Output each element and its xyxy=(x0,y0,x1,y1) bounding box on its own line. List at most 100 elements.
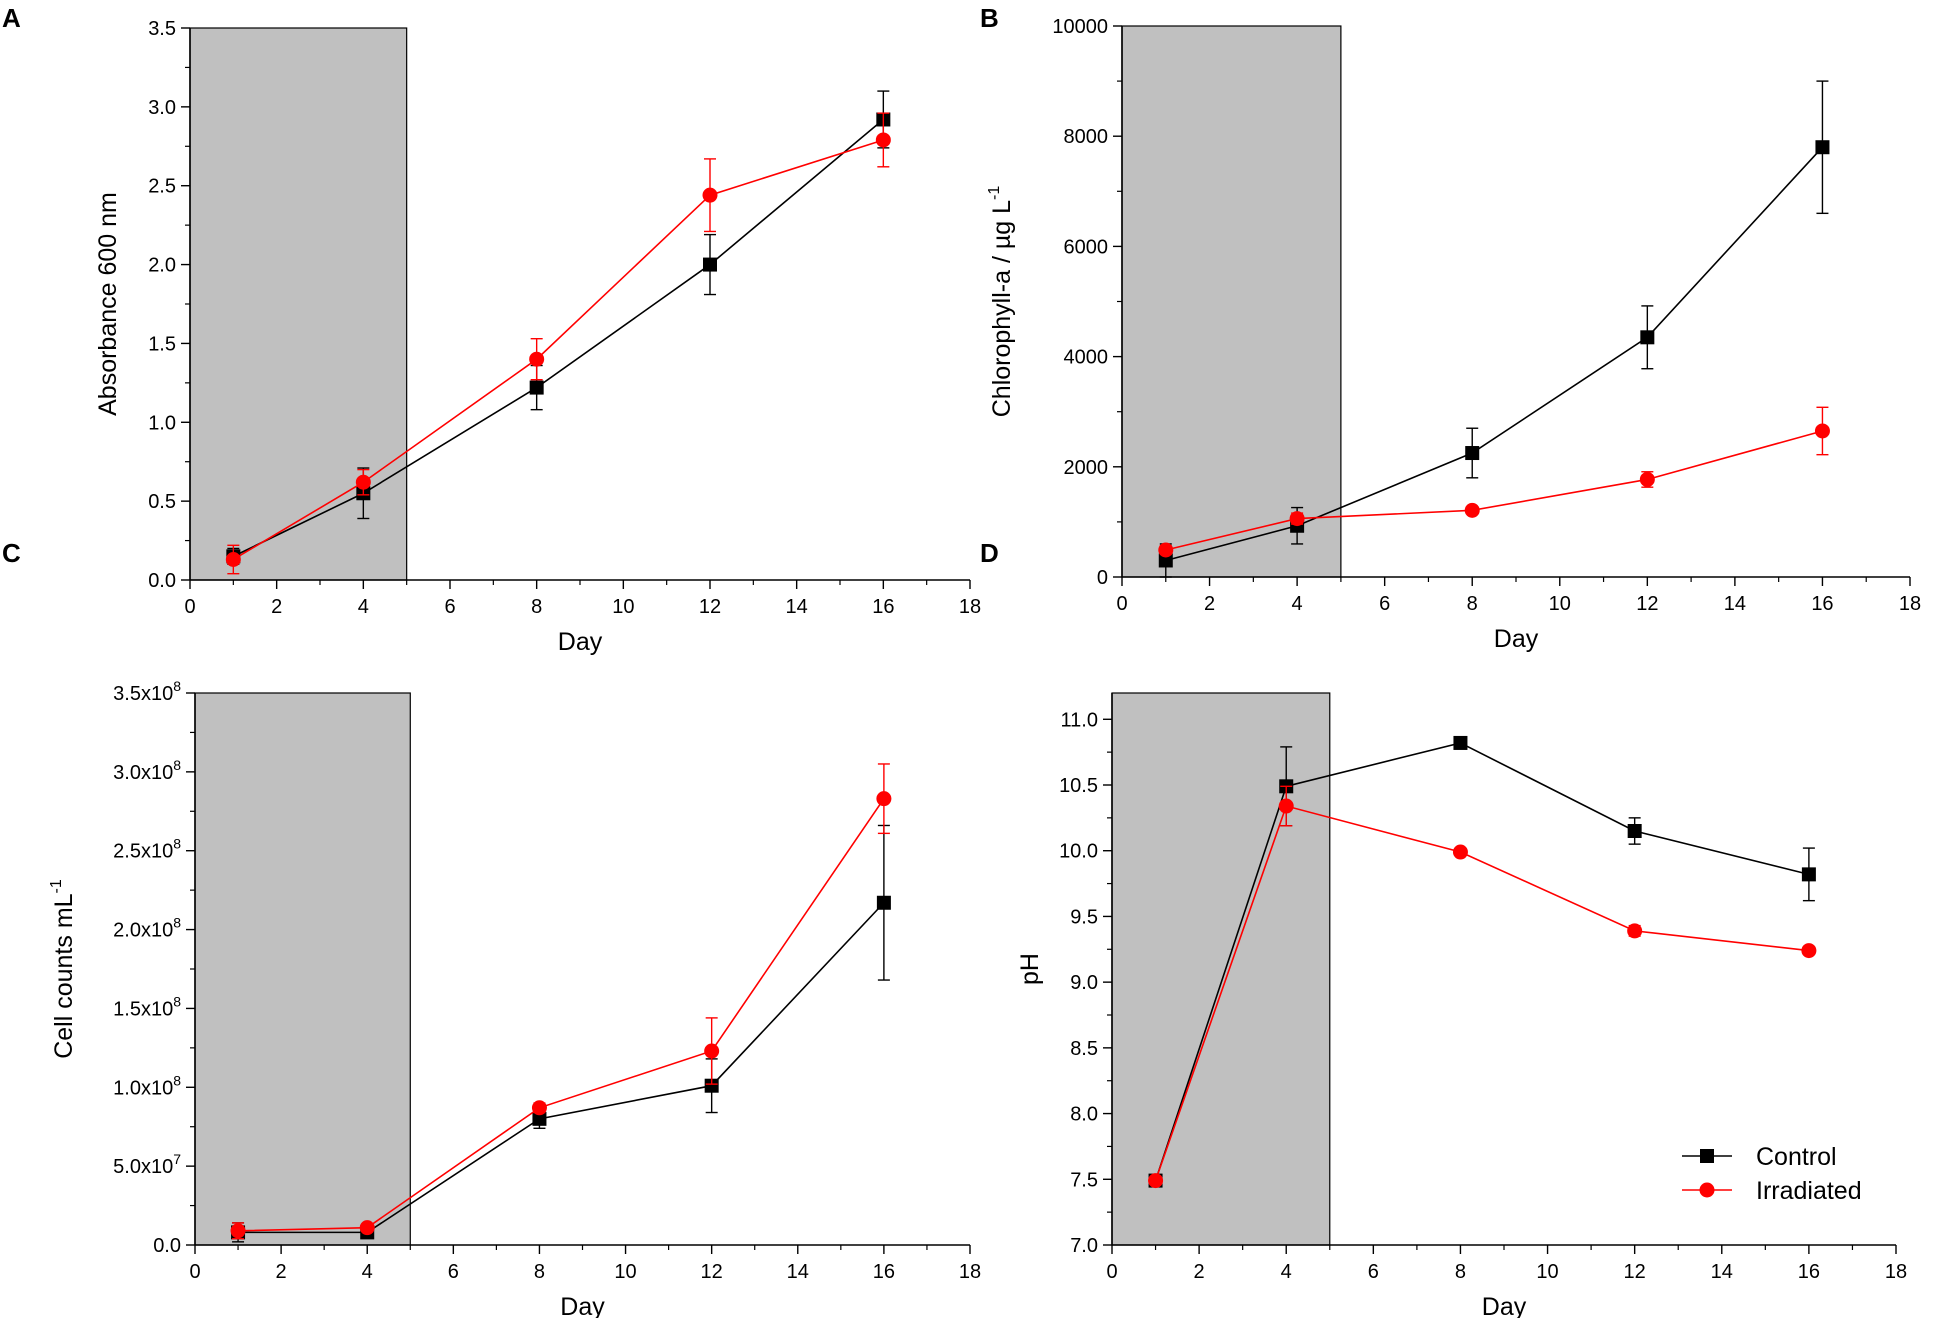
panel-c-y-axis-label-text: Cell counts mL xyxy=(50,893,78,1058)
panel-d-x-tick-label: 14 xyxy=(1711,1261,1733,1283)
panel-d-irradiated-point xyxy=(1452,844,1468,860)
panel-c-y-tick-mantissa: 5.0x10 xyxy=(113,1156,173,1178)
panel-d-y-tick-label: 9.5 xyxy=(1070,906,1098,928)
panel-c-control-point xyxy=(704,1078,719,1093)
panel-d-x-ticks: 0 2 4 6 8 10 12 14 16 18 xyxy=(1106,1244,1907,1283)
panel-d-control-point xyxy=(1627,824,1642,838)
panel-d-y-tick-label: 10.5 xyxy=(1059,775,1098,797)
panel-d-x-tick-label: 6 xyxy=(1368,1261,1379,1283)
panel-b-irradiated-point xyxy=(1158,542,1174,558)
panel-a-control-point xyxy=(529,380,544,395)
panel-a-y-tick-label: 1.5 xyxy=(148,333,176,355)
panel-a-irradiated-point xyxy=(355,474,371,490)
panel-b-x-tick-label: 0 xyxy=(1116,593,1127,615)
panel-d-y-tick-label: 7.5 xyxy=(1070,1169,1098,1191)
panel-b-x-tick-label: 8 xyxy=(1467,593,1478,615)
panel-a-y-tick-label: 2.0 xyxy=(148,255,176,277)
panel-a-x-tick-label: 6 xyxy=(444,596,455,618)
panel-c-y-axis-label: Cell counts mL-1 xyxy=(48,879,78,1059)
panel-a-y-tick-label: 0.0 xyxy=(148,570,176,592)
panel-d-x-tick-label: 8 xyxy=(1455,1261,1466,1283)
panel-b-x-ticks: 0 2 4 6 8 10 12 14 16 18 xyxy=(1116,576,1921,615)
panel-d-irradiated-point xyxy=(1801,943,1817,959)
panel-a-shade xyxy=(189,27,408,581)
panel-d-irradiated-point xyxy=(1627,923,1643,939)
panel-a-x-tick-label: 12 xyxy=(699,596,721,618)
panel-a-x-tick-label: 14 xyxy=(786,596,808,618)
panel-b-y-tick-label: 2000 xyxy=(1064,457,1109,479)
panel-c-y-tick-mantissa: 1.0x10 xyxy=(113,1077,173,1099)
panel-b-x-tick-label: 6 xyxy=(1379,593,1390,615)
panel-c-x-tick-label: 8 xyxy=(534,1261,545,1283)
panel-d-control-point xyxy=(1453,735,1468,750)
panel-a-x-tick-label: 16 xyxy=(872,596,894,618)
panel-c-x-tick-label: 4 xyxy=(362,1261,373,1283)
panel-b-control-point xyxy=(1815,140,1830,155)
panel-c-x-tick-label: 6 xyxy=(448,1261,459,1283)
panel-b-x-tick-label: 12 xyxy=(1636,593,1658,615)
panel-d-x-tick-label: 2 xyxy=(1194,1261,1205,1283)
panel-b-x-tick-label: 10 xyxy=(1549,593,1571,615)
panel-d-y-tick-label: 11.0 xyxy=(1061,709,1098,731)
panel-a-letter: A xyxy=(2,3,21,33)
legend: Control Irradiated xyxy=(1682,1143,1862,1205)
panel-a-irradiated-point xyxy=(702,187,718,203)
panel-a-control-point xyxy=(703,257,717,272)
panel-d-irradiated-point xyxy=(1278,798,1294,814)
panel-b-irradiated-point xyxy=(1464,502,1480,518)
panel-c-x-tick-label: 14 xyxy=(787,1261,809,1283)
panel-c-x-axis-label: Day xyxy=(560,1293,605,1318)
panel-c-irradiated-point xyxy=(531,1100,547,1116)
panel-c-y-tick-exponent: 8 xyxy=(173,757,181,773)
panel-b-y-ticks: 0 2000 4000 6000 8000 10000 xyxy=(1052,16,1123,589)
panel-b-y-tick-label: 8000 xyxy=(1064,126,1109,148)
panel-c-y-tick-exponent: 8 xyxy=(173,836,181,852)
panel-a-irradiated-point xyxy=(875,132,891,148)
panel-c-y-tick-mantissa: 3.5x10 xyxy=(113,683,173,705)
panel-a-y-tick-label: 2.5 xyxy=(148,176,176,198)
panel-b-y-axis-label-text: Chlorophyll-a / µg L xyxy=(988,200,1016,417)
panel-a-x-tick-label: 0 xyxy=(184,596,195,618)
panel-b-y-tick-label: 0 xyxy=(1097,567,1108,589)
panel-d: D 0 2 4 6 8 10 12 14 16 18 7.0 7.5 8.0 8.5 9.0 9.5 10.0… xyxy=(980,538,1907,1318)
panel-b-x-tick-label: 18 xyxy=(1899,593,1921,615)
panel-c-y-tick-label: 3.0x108 xyxy=(113,757,181,784)
panel-c-x-tick-label: 0 xyxy=(189,1261,200,1283)
panel-c-y-tick-mantissa: 2.5x10 xyxy=(113,841,173,863)
panel-b-irradiated-point xyxy=(1639,471,1655,487)
panel-a-irradiated-point xyxy=(225,551,241,567)
panel-d-y-axis-label: pH xyxy=(1016,953,1044,985)
panel-c-x-tick-label: 10 xyxy=(614,1261,636,1283)
panel-c-y-tick-label: 5.0x107 xyxy=(113,1151,181,1178)
panel-c-x-ticks: 0 2 4 6 8 10 12 14 16 18 xyxy=(189,1244,981,1283)
panel-b-irradiated-point xyxy=(1814,423,1830,439)
panel-b-series xyxy=(1158,80,1830,578)
panel-a-x-tick-label: 4 xyxy=(358,596,369,618)
panel-d-letter: D xyxy=(980,538,999,568)
panel-c-letter: C xyxy=(2,538,21,568)
panel-c-control-point xyxy=(532,1111,547,1126)
panel-c-y-tick-mantissa: 3.0x10 xyxy=(113,762,173,784)
panel-a-y-axis-label-text: Absorbance 600 nm xyxy=(94,192,122,416)
panel-b-y-axis-label: Chlorophyll-a / µg L-1 xyxy=(986,186,1016,418)
panel-c-y-tick-mantissa: 1.5x10 xyxy=(113,998,173,1020)
panel-c-y-tick-label: 3.5x108 xyxy=(113,678,181,705)
panel-d-x-tick-label: 10 xyxy=(1536,1261,1558,1283)
panel-b-y-tick-label: 10000 xyxy=(1052,16,1108,38)
panel-a-y-tick-label: 3.0 xyxy=(148,97,176,119)
panel-b-letter: B xyxy=(980,3,999,33)
panel-c-irradiated-point xyxy=(230,1223,246,1239)
panel-c-y-tick-exponent: 8 xyxy=(173,993,181,1009)
panel-d-x-axis-label: Day xyxy=(1482,1293,1527,1318)
panel-b-y-axis-label-sup: -1 xyxy=(986,186,1003,200)
panel-a-series xyxy=(225,90,891,575)
panel-b-y-tick-label: 6000 xyxy=(1064,236,1109,258)
panel-d-series xyxy=(1148,735,1817,1189)
panel-d-x-tick-label: 16 xyxy=(1798,1261,1820,1283)
legend-control-marker xyxy=(1700,1149,1714,1163)
panel-a-x-tick-label: 18 xyxy=(959,596,981,618)
panel-c-y-axis-label-sup: -1 xyxy=(48,879,65,893)
panel-a-y-tick-label: 1.0 xyxy=(148,412,176,434)
panel-c-y-tick-label: 2.5x108 xyxy=(113,836,181,863)
panel-a-x-axis-label: Day xyxy=(558,628,603,656)
